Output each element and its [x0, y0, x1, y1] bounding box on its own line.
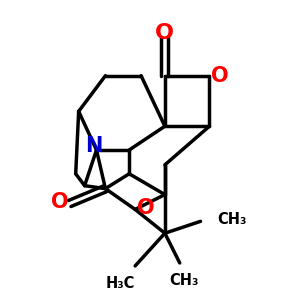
Text: CH₃: CH₃ [217, 212, 246, 227]
Text: H₃C: H₃C [106, 276, 135, 291]
Text: N: N [85, 136, 102, 155]
Text: O: O [50, 192, 68, 212]
Text: O: O [211, 66, 229, 86]
Text: O: O [137, 198, 154, 218]
Text: O: O [155, 22, 174, 43]
Text: CH₃: CH₃ [169, 273, 199, 288]
